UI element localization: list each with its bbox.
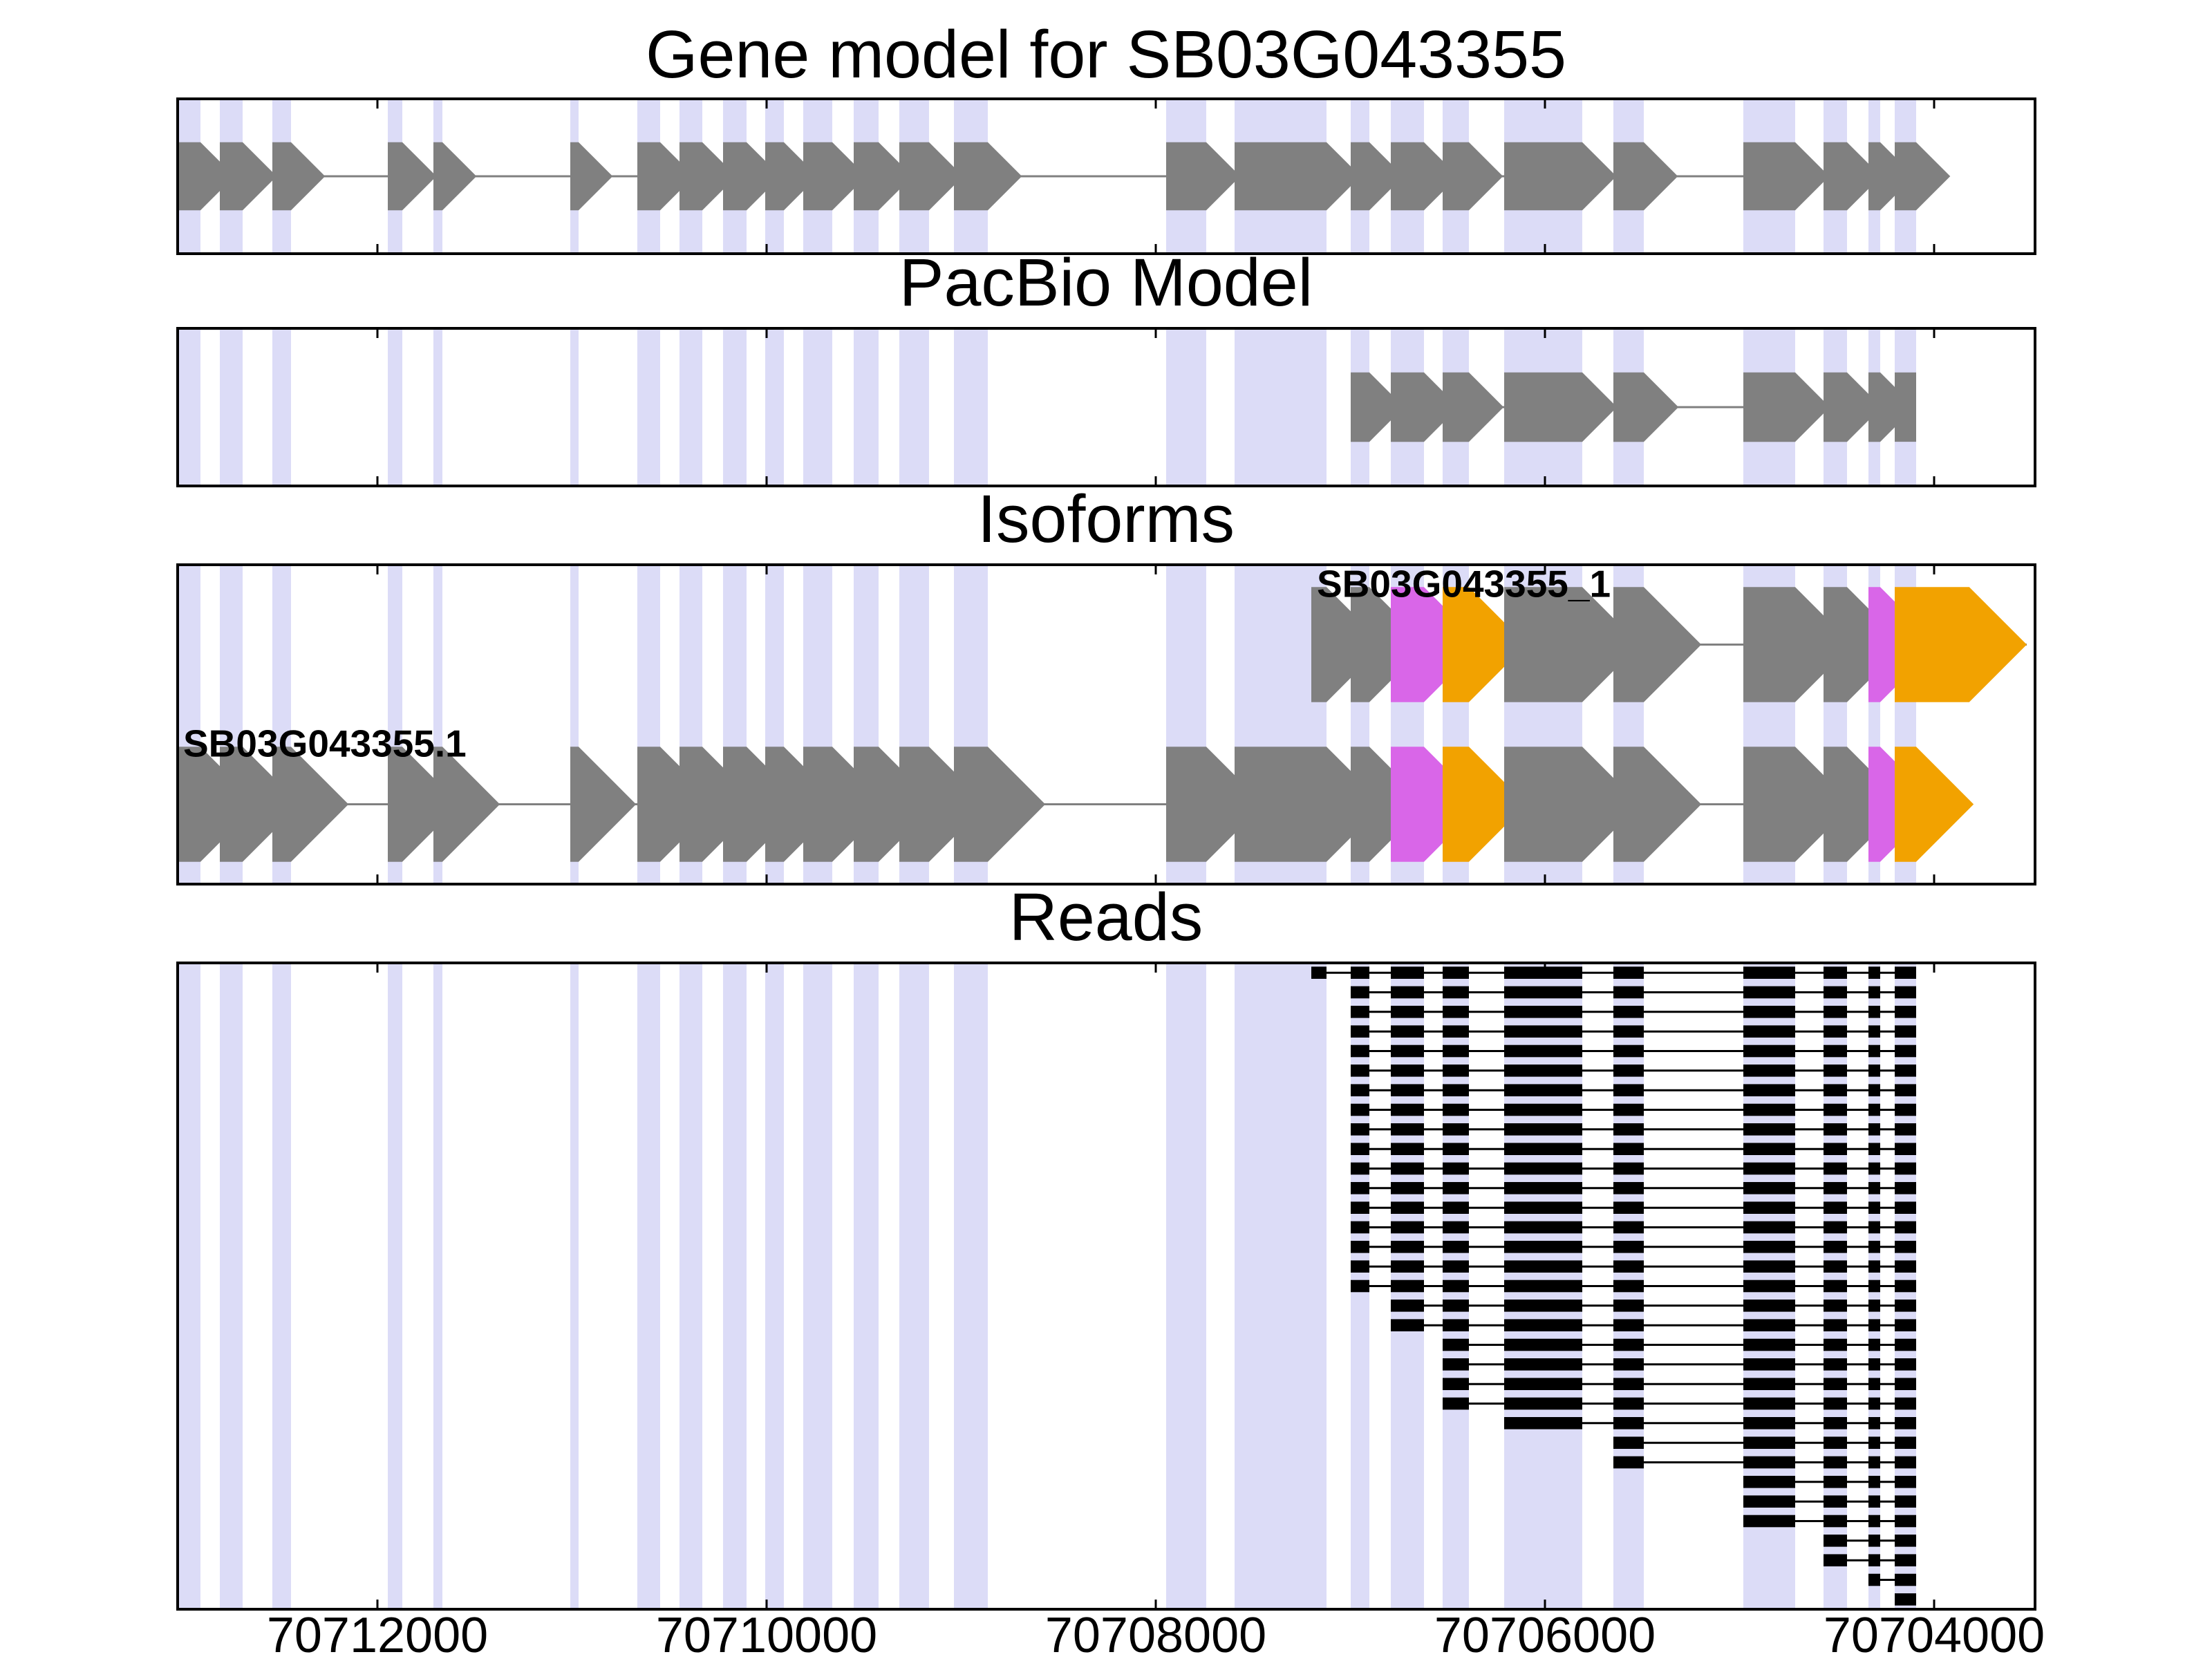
svg-text:70706000: 70706000 <box>1434 1608 1656 1659</box>
svg-text:SB03G043355_1: SB03G043355_1 <box>1317 562 1611 605</box>
svg-text:70712000: 70712000 <box>267 1608 488 1659</box>
svg-text:PacBio Model: PacBio Model <box>899 245 1313 320</box>
svg-text:Reads: Reads <box>1009 879 1203 955</box>
svg-text:70704000: 70704000 <box>1824 1608 2045 1659</box>
svg-text:70708000: 70708000 <box>1045 1608 1266 1659</box>
svg-text:Isoforms: Isoforms <box>977 481 1235 556</box>
svg-text:70710000: 70710000 <box>656 1608 877 1659</box>
svg-text:SB03G043355.1: SB03G043355.1 <box>183 722 467 765</box>
svg-text:Gene model for SB03G043355: Gene model for SB03G043355 <box>646 17 1566 92</box>
